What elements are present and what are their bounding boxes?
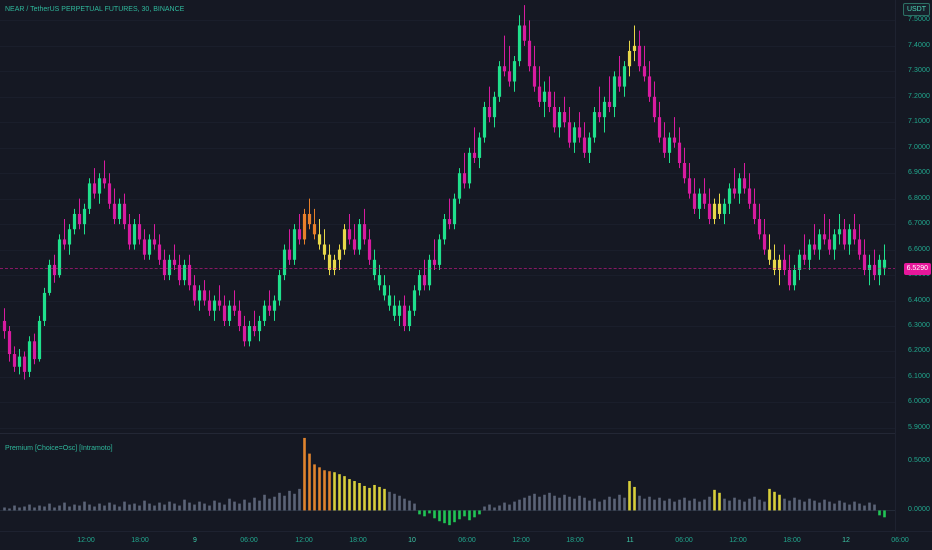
price-tick: 6.1000	[907, 372, 930, 380]
price-tick: 6.8000	[907, 194, 930, 202]
price-tick: 7.5000	[907, 16, 930, 24]
indicator-tick: 0.0000	[907, 506, 930, 514]
time-tick: 10	[408, 537, 416, 544]
time-tick: 18:00	[131, 537, 149, 544]
time-tick: 9	[193, 537, 197, 544]
gridline	[0, 300, 896, 302]
gridline	[0, 20, 896, 22]
candlestick-series	[2, 5, 887, 380]
time-tick: 12:00	[729, 537, 747, 544]
gridline	[0, 224, 896, 226]
time-tick: 18:00	[349, 537, 367, 544]
time-tick: 18:00	[783, 537, 801, 544]
last-price-line	[0, 267, 896, 270]
price-pane[interactable]	[0, 0, 896, 433]
time-tick: 12:00	[512, 537, 530, 544]
price-tick: 6.0000	[907, 398, 930, 406]
gridline	[0, 351, 896, 353]
indicator-tick: 0.5000	[907, 457, 930, 465]
gridline	[0, 198, 896, 200]
price-tick: 6.2000	[907, 347, 930, 355]
time-tick: 12:00	[295, 537, 313, 544]
time-tick: 06:00	[240, 537, 258, 544]
price-tick: 5.9000	[907, 423, 930, 431]
time-tick: 12:00	[77, 537, 95, 544]
price-tick: 6.9000	[907, 169, 930, 177]
time-tick: 06:00	[458, 537, 476, 544]
time-tick: 11	[626, 537, 634, 544]
price-scale[interactable]: USDT 5.9000 6.0000 6.1000 6.2000 6.3000 6.400…	[895, 0, 932, 550]
last-price-badge[interactable]: 6.5290	[903, 262, 931, 275]
price-tick: 7.3000	[907, 67, 930, 75]
time-scale[interactable]: 12:00 18:00 9 06:00 12:00 18:00 10 06:00 12:00 18…	[0, 531, 932, 550]
price-tick: 6.6000	[907, 245, 930, 253]
price-tick: 6.7000	[907, 220, 930, 228]
indicator-title: Premium [Choice=Osc] [Intramoto]	[5, 445, 113, 452]
currency-badge: USDT	[902, 3, 930, 16]
time-tick: 18:00	[566, 537, 584, 544]
pane-divider[interactable]	[0, 433, 932, 434]
gridline	[0, 249, 896, 251]
price-tick: 7.2000	[907, 92, 930, 100]
gridline	[0, 96, 896, 98]
gridline	[0, 427, 896, 429]
gridline	[0, 45, 896, 47]
gridline	[0, 402, 896, 404]
gridline	[0, 326, 896, 328]
price-tick: 7.0000	[907, 143, 930, 151]
gridline	[0, 376, 896, 378]
indicator-pane[interactable]	[0, 434, 896, 532]
price-tick: 6.3000	[907, 322, 930, 330]
time-tick: 06:00	[891, 537, 909, 544]
zero-line	[0, 510, 896, 512]
premium-histogram-series	[3, 437, 886, 526]
price-tick: 6.4000	[907, 296, 930, 304]
price-tick: 7.1000	[907, 118, 930, 126]
gridline	[0, 122, 896, 124]
gridline	[0, 71, 896, 73]
gridline	[0, 275, 896, 277]
gridline	[0, 173, 896, 175]
time-tick: 06:00	[675, 537, 693, 544]
time-tick: 12	[842, 537, 850, 544]
gridline	[0, 147, 896, 149]
price-tick: 7.4000	[907, 41, 930, 49]
chart-title: NEAR / TetherUS PERPETUAL FUTURES, 30, B…	[5, 6, 185, 13]
